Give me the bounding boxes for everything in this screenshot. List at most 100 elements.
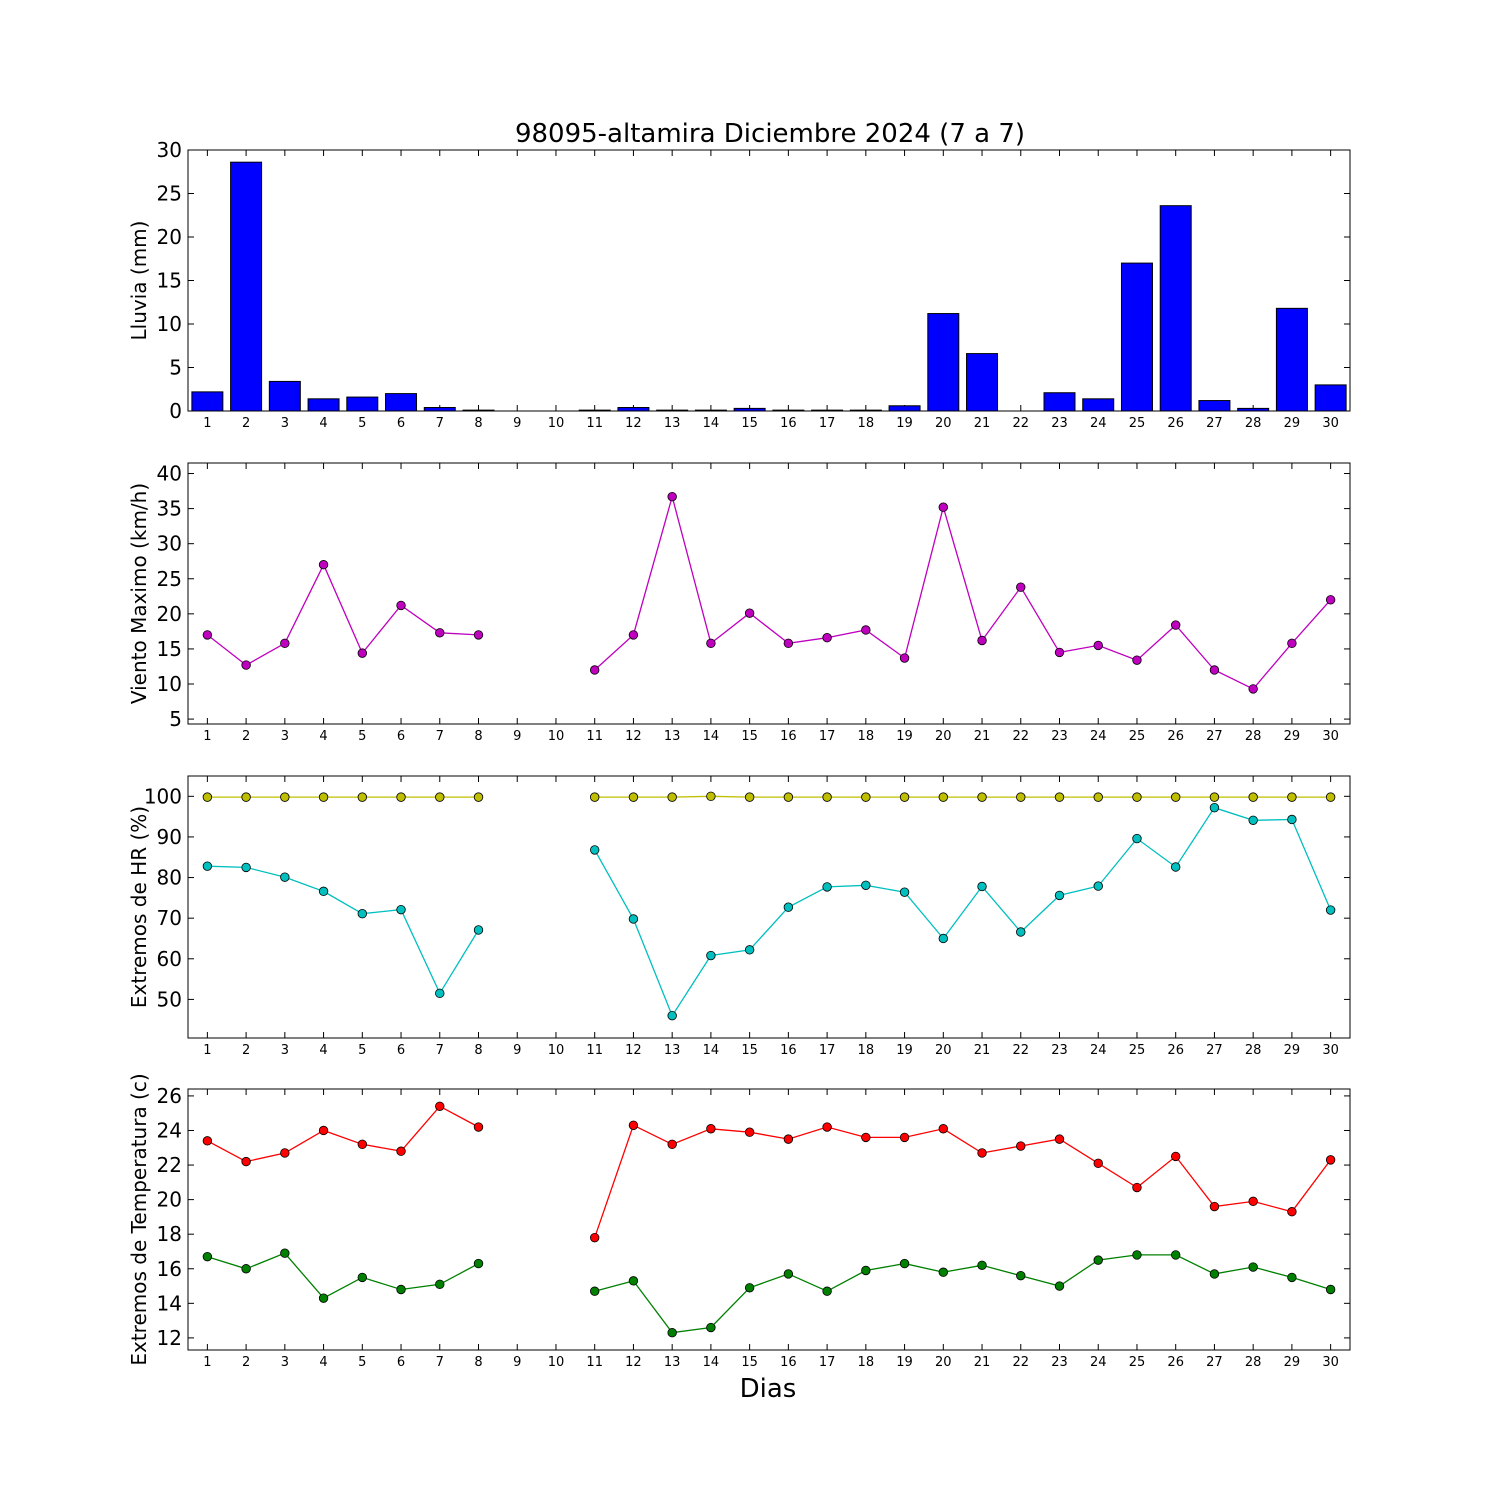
wind-point [628, 630, 639, 640]
wind-x-tick-label: 1 [203, 729, 211, 744]
wind-x-tick-label: 29 [1284, 729, 1301, 744]
hr-max-point [1325, 792, 1336, 802]
hr-min-point [473, 925, 484, 935]
humidity-x-tick-label: 12 [625, 1043, 642, 1058]
temp-min-point [938, 1267, 949, 1277]
wind-x-tick-label: 18 [858, 729, 875, 744]
temp-min-point [1093, 1255, 1103, 1265]
wind-point [861, 625, 871, 635]
wind-point [202, 630, 213, 640]
rain-bar [1198, 400, 1231, 412]
wind-x-tick-label: 4 [319, 729, 327, 744]
temperature-y-tick-label: 22 [157, 1153, 182, 1177]
hr-max-point [899, 792, 910, 802]
temperature-x-tick-label: 28 [1245, 1355, 1262, 1370]
temp-min-point [1170, 1250, 1181, 1260]
rain-bar [1120, 262, 1153, 412]
rain-x-tick-label: 8 [474, 416, 482, 431]
temp-max-point [435, 1101, 445, 1111]
hr-max-point [357, 792, 368, 802]
temp-max-series-line [207, 1105, 479, 1163]
wind-x-tick-label: 10 [548, 729, 565, 744]
rain-x-tick-label: 21 [974, 416, 991, 431]
wind-x-tick-label: 8 [474, 729, 482, 744]
hr-min-point [202, 861, 213, 871]
wind-x-tick-label: 7 [436, 729, 444, 744]
wind-x-tick-label: 11 [586, 729, 603, 744]
wind-point [241, 660, 251, 670]
humidity-x-tick-label: 10 [548, 1043, 565, 1058]
hr-max-point [1132, 792, 1142, 802]
temp-min-point [241, 1264, 251, 1274]
temperature-x-tick-label: 11 [586, 1355, 603, 1370]
temperature-x-tick-label: 24 [1090, 1355, 1107, 1370]
rain-x-tick-label: 20 [935, 416, 952, 431]
temperature-y-tick-label: 20 [157, 1188, 182, 1212]
hr-min-series-line [594, 806, 1332, 1018]
temp-max-series-line [594, 1124, 1332, 1238]
wind-x-tick-label: 9 [513, 729, 521, 744]
rain-bar [966, 353, 999, 412]
temp-max-point [280, 1148, 290, 1158]
rain-x-tick-label: 5 [358, 416, 366, 431]
temp-max-point [977, 1148, 987, 1158]
humidity-y-tick-label: 100 [144, 784, 182, 808]
temperature-y-axis-label: Extremos de Temperatura (c) [127, 1073, 151, 1365]
temperature-x-tick-label: 3 [281, 1355, 289, 1370]
hr-min-point [590, 845, 600, 855]
wind-x-tick-label: 27 [1206, 729, 1223, 744]
temp-max-point [1170, 1151, 1181, 1162]
rain-x-tick-label: 10 [548, 416, 565, 431]
hr-min-point [744, 945, 755, 955]
temp-min-point [280, 1248, 290, 1258]
rain-x-tick-label: 13 [664, 416, 681, 431]
humidity-x-tick-label: 1 [203, 1043, 211, 1058]
hr-min-point [396, 904, 406, 915]
temperature-x-tick-label: 19 [896, 1355, 913, 1370]
temperature-x-tick-label: 22 [1012, 1355, 1029, 1370]
temp-min-point [473, 1258, 484, 1269]
rain-x-tick-label: 19 [896, 416, 913, 431]
temperature-x-tick-label: 7 [436, 1355, 444, 1370]
temp-min-point [861, 1265, 871, 1276]
humidity-x-tick-label: 8 [474, 1043, 482, 1058]
humidity-x-tick-label: 23 [1051, 1043, 1068, 1058]
temperature-x-tick-label: 26 [1167, 1355, 1184, 1370]
wind-point [1248, 684, 1258, 694]
wind-x-tick-label: 14 [703, 729, 720, 744]
hr-max-point [473, 792, 484, 802]
temperature-x-tick-label: 20 [935, 1355, 952, 1370]
wind-point [318, 560, 329, 570]
hr-min-point [1170, 862, 1181, 872]
hr-min-point [1209, 802, 1220, 813]
rain-x-tick-label: 4 [319, 416, 327, 431]
rain-y-tick-label: 30 [157, 138, 182, 162]
rain-bar [268, 380, 301, 412]
temp-max-point [1132, 1182, 1142, 1193]
chart-title: 98095-altamira Diciembre 2024 (7 a 7) [515, 119, 1025, 149]
temp-max-point [1248, 1196, 1258, 1207]
rain-x-tick-label: 29 [1284, 416, 1301, 431]
temperature-x-tick-label: 30 [1322, 1355, 1339, 1370]
humidity-y-tick-label: 80 [157, 866, 182, 890]
rain-y-tick-label: 10 [157, 312, 182, 336]
rain-bar [1159, 205, 1192, 412]
wind-x-tick-label: 2 [242, 729, 250, 744]
temperature-x-tick-label: 27 [1206, 1355, 1223, 1370]
wind-point [435, 628, 445, 638]
wind-point [590, 665, 600, 675]
temp-max-point [590, 1232, 600, 1243]
hr-min-point [1016, 927, 1026, 937]
temp-max-point [1093, 1158, 1103, 1169]
temp-min-point [744, 1283, 755, 1293]
humidity-x-tick-label: 4 [319, 1043, 327, 1058]
rain-y-axis-label: Lluvia (mm) [127, 221, 151, 341]
humidity-plot-frame [187, 775, 1351, 1039]
hr-max-point [822, 792, 832, 802]
wind-y-tick-label: 20 [157, 602, 182, 626]
rain-x-tick-label: 2 [242, 416, 250, 431]
rain-bar [617, 407, 650, 412]
hr-min-point [1054, 890, 1065, 901]
hr-min-point [667, 1010, 677, 1021]
wind-plot-frame [187, 462, 1351, 725]
